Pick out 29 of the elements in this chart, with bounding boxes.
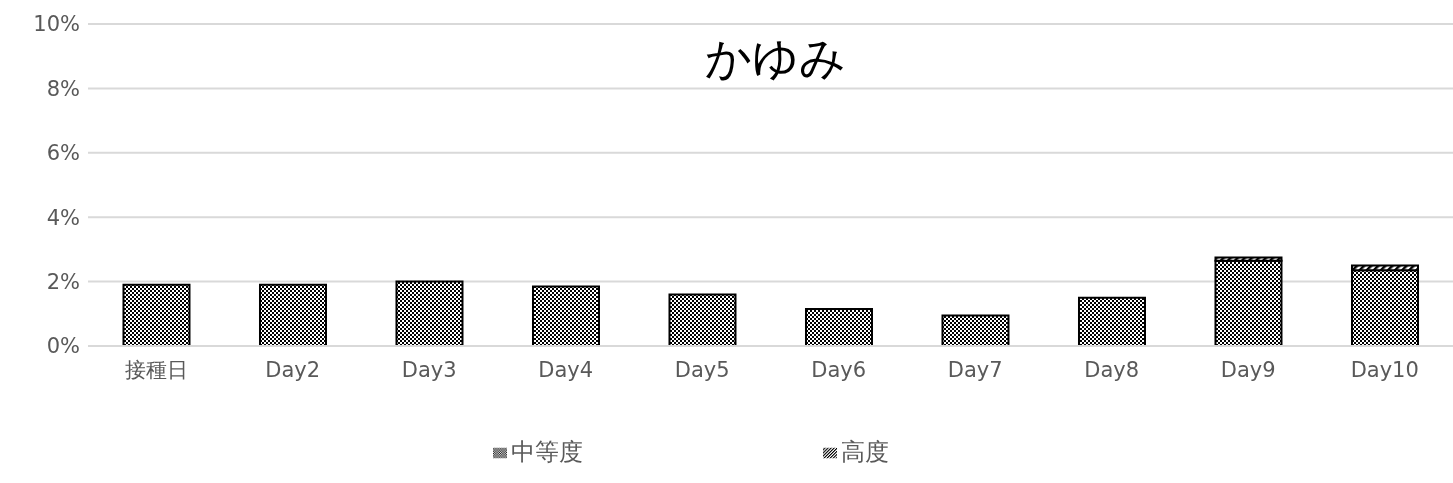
y-tick-label: 10% <box>33 12 80 37</box>
x-tick-label: Day10 <box>1350 357 1419 382</box>
x-tick-label: Day3 <box>401 357 457 382</box>
bar <box>1214 259 1283 346</box>
y-tick-label: 4% <box>46 205 80 230</box>
legend-label: 中等度 <box>510 438 583 466</box>
y-tick-label: 8% <box>46 76 80 101</box>
bar <box>1350 269 1419 346</box>
x-tick-label: Day2 <box>265 357 321 382</box>
bar <box>258 283 327 346</box>
y-tick-label: 6% <box>46 141 80 166</box>
x-tick-label: Day9 <box>1220 357 1276 382</box>
bar <box>941 314 1010 346</box>
bar <box>804 307 873 346</box>
x-tick-label: Day4 <box>538 357 594 382</box>
y-tick-label: 0% <box>46 334 80 359</box>
y-tick-label: 2% <box>46 270 80 295</box>
x-tick-label: Day6 <box>811 357 867 382</box>
bar <box>1077 296 1146 346</box>
chart-title: かゆみ <box>704 30 847 87</box>
bar <box>122 283 191 346</box>
bar <box>395 280 464 346</box>
legend-label: 高度 <box>840 438 889 466</box>
x-tick-label: Day5 <box>674 357 730 382</box>
x-tick-label: Day8 <box>1084 357 1140 382</box>
bar <box>531 285 600 346</box>
bar <box>668 293 737 346</box>
x-tick-label: 接種日 <box>124 357 188 382</box>
x-tick-label: Day7 <box>947 357 1003 382</box>
